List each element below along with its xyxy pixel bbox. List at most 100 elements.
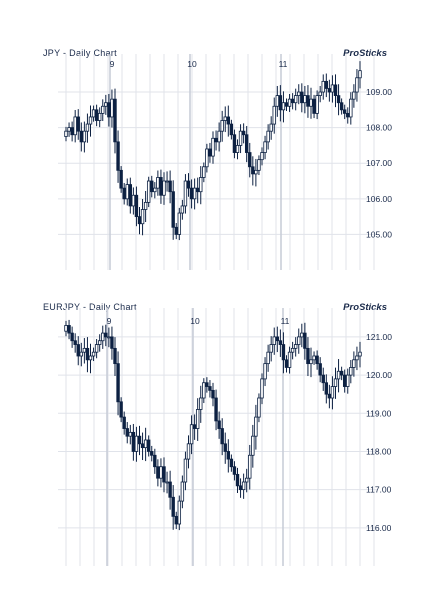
candle-body [113, 98, 117, 143]
candle-body [159, 466, 163, 479]
candle [208, 380, 212, 398]
candle-body [303, 332, 307, 349]
chart-title: EURJPY - Daily Chart [43, 302, 137, 312]
candle [113, 88, 117, 154]
candle-body [287, 351, 292, 368]
candle-body [174, 515, 178, 525]
candle-body [91, 109, 96, 118]
candle [195, 177, 200, 204]
y-tick-label: 105.00 [366, 229, 392, 239]
candle [223, 106, 227, 133]
candle-body [318, 91, 322, 96]
candle [324, 374, 329, 404]
candle-body [223, 116, 227, 121]
candle [217, 411, 221, 439]
candle [290, 93, 295, 110]
candle-body [140, 209, 145, 225]
candle [165, 171, 169, 192]
candle [116, 130, 120, 183]
candle [333, 367, 338, 399]
candle-body [146, 439, 151, 452]
candle [293, 88, 298, 111]
candle [195, 398, 200, 441]
candle-body [180, 481, 185, 502]
x-tick-label: 10 [187, 59, 197, 69]
candle [134, 426, 139, 462]
candle-body [349, 367, 353, 376]
candle-body [229, 123, 234, 136]
candle [177, 207, 182, 241]
candle [76, 336, 80, 366]
candle-body [211, 389, 215, 399]
candle-body [330, 386, 335, 399]
candle-body [297, 336, 301, 345]
candles [64, 319, 362, 531]
candle-body [333, 378, 338, 387]
candle-body [171, 496, 175, 517]
candle-body [153, 187, 157, 193]
candle-body [162, 180, 166, 196]
candle-body [269, 123, 273, 132]
candle [269, 116, 273, 140]
candle-body [79, 130, 84, 143]
candle-body [238, 130, 243, 146]
candle [214, 130, 218, 151]
candle [321, 74, 325, 100]
candle-body [220, 428, 224, 445]
candle-body [293, 344, 298, 349]
candle-body [177, 212, 182, 235]
candle [226, 105, 231, 137]
candle-body [70, 127, 74, 136]
candle [300, 323, 304, 348]
candle-body [275, 336, 280, 342]
candlestick-chart: 9 10 11 109.00 108.00 107.00 106.00 105.00 [58, 54, 392, 270]
candle [122, 182, 126, 205]
candle [199, 166, 203, 205]
candle [244, 468, 249, 493]
candle-body [64, 130, 68, 137]
candle-body [97, 340, 102, 345]
candle-body [73, 340, 77, 345]
candle-body [104, 102, 108, 107]
chart-panel-eurjpy: EURJPY - Daily Chart ProSticks 9 10 11 121.… [0, 290, 437, 600]
candle-body [88, 355, 93, 361]
candle [330, 75, 335, 103]
candle [85, 337, 90, 373]
candle-body [349, 98, 353, 118]
candle [150, 175, 154, 198]
candle [306, 85, 310, 118]
candle [349, 92, 353, 125]
candle [223, 432, 227, 464]
candle [355, 346, 359, 371]
candle-body [131, 194, 136, 207]
candle-body [104, 332, 108, 338]
candle [202, 162, 206, 183]
candle-body [107, 102, 111, 118]
candle [94, 339, 99, 359]
candle-body [202, 166, 206, 178]
chart-title: JPY - Daily Chart [43, 48, 117, 58]
candle-body [300, 332, 304, 338]
candle [272, 327, 276, 355]
candle-body [122, 187, 126, 200]
candle-body [321, 374, 325, 384]
candle [189, 415, 194, 455]
x-tick-label: 11 [281, 316, 290, 326]
candle [125, 422, 129, 444]
candle-body [358, 70, 362, 79]
candle [342, 369, 347, 393]
candle-body [312, 98, 316, 114]
candle-body [315, 95, 319, 114]
candle [336, 359, 341, 393]
candle-body [352, 91, 356, 100]
candle-body [244, 477, 249, 483]
candle [205, 377, 209, 393]
candle-body [165, 481, 169, 484]
candle-body [116, 363, 120, 403]
chart-panel-jpy: JPY - Daily Chart ProSticks 9 10 11 109.00 1… [0, 0, 437, 290]
candle [278, 329, 283, 357]
candle [290, 341, 295, 360]
candle [122, 411, 126, 435]
candle [232, 461, 237, 481]
candle-body [156, 177, 160, 189]
